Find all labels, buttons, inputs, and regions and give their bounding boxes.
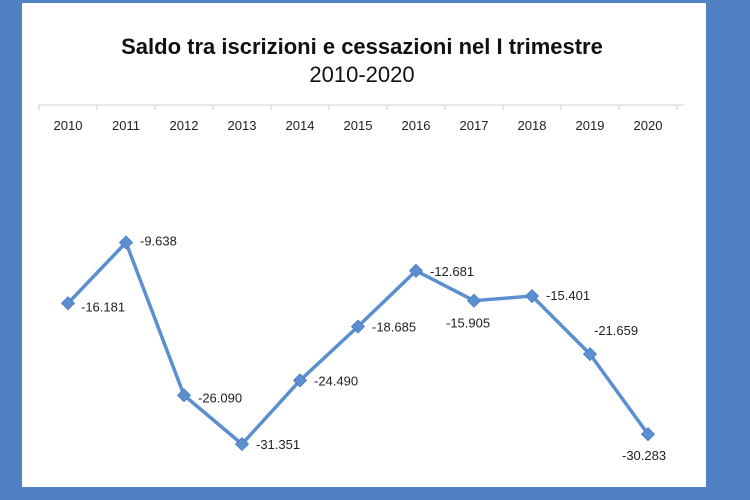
data-label: -15.401 xyxy=(546,288,590,303)
data-label: -9.638 xyxy=(140,233,177,248)
data-label: -31.351 xyxy=(256,437,300,452)
x-tick-label: 2018 xyxy=(518,118,547,133)
x-tick-label: 2019 xyxy=(576,118,605,133)
series-line xyxy=(66,240,650,446)
x-tick-label: 2016 xyxy=(402,118,431,133)
x-tick-label: 2015 xyxy=(344,118,373,133)
x-tick-label: 2014 xyxy=(286,118,315,133)
line-chart: Saldo tra iscrizioni e cessazioni nel I … xyxy=(38,34,684,463)
data-labels: -16.181 -9.638 -26.090 -31.351 -24.490 -18.68… xyxy=(81,233,666,463)
x-tick-label: 2013 xyxy=(228,118,257,133)
x-axis-ticks: 2010 2011 2012 2013 2014 2015 2016 2017 2018 2019… xyxy=(38,105,678,133)
x-tick-label: 2011 xyxy=(112,118,140,133)
data-label: -26.090 xyxy=(198,390,242,405)
data-point-marker xyxy=(292,373,308,388)
chart-subtitle: 2010-2020 xyxy=(309,62,414,87)
data-point-marker xyxy=(234,437,250,452)
data-label: -21.659 xyxy=(594,323,638,338)
data-label: -18.685 xyxy=(372,320,416,335)
data-label: -12.681 xyxy=(430,264,474,279)
data-label: -16.181 xyxy=(81,299,125,314)
data-point-marker xyxy=(582,347,598,362)
data-label: -30.283 xyxy=(622,448,666,463)
x-tick-label: 2017 xyxy=(460,118,489,133)
chart-panel: Saldo tra iscrizioni e cessazioni nel I … xyxy=(22,3,706,487)
data-label: -15.905 xyxy=(446,316,490,331)
data-point-marker xyxy=(176,388,192,403)
data-point-marker xyxy=(350,319,366,334)
data-point-marker xyxy=(118,235,134,250)
series-line-group xyxy=(66,240,650,446)
data-label: -24.490 xyxy=(314,373,358,388)
data-point-marker xyxy=(408,263,424,278)
data-point-marker xyxy=(524,288,540,304)
x-tick-label: 2010 xyxy=(54,118,83,133)
data-point-marker xyxy=(60,296,76,311)
data-markers xyxy=(60,235,656,452)
data-point-marker xyxy=(640,427,656,442)
data-point-marker xyxy=(466,293,482,308)
x-tick-label: 2012 xyxy=(170,118,199,133)
x-tick-label: 2020 xyxy=(634,118,663,133)
chart-title: Saldo tra iscrizioni e cessazioni nel I … xyxy=(121,34,603,59)
